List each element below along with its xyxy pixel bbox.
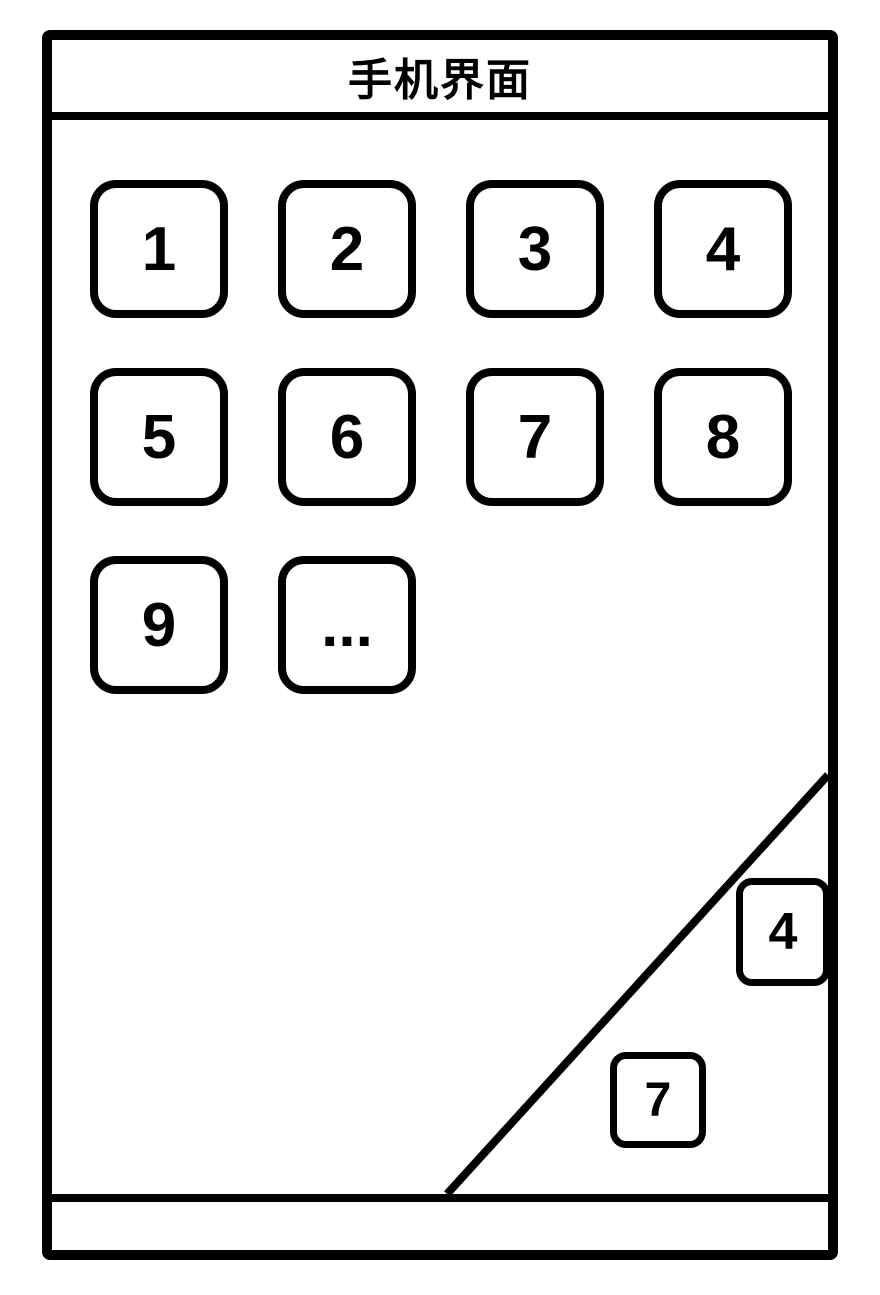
app-icon-9[interactable]: 9: [90, 556, 228, 694]
header-bar: 手机界面: [52, 40, 828, 120]
corner-app-icon-4[interactable]: 4: [736, 878, 830, 986]
app-icon-label: 7: [518, 402, 552, 473]
app-icon-label: 1: [142, 214, 176, 285]
app-icon-grid: 1 2 3 4 5 6 7 8 9 ...: [52, 155, 828, 719]
app-icon-2[interactable]: 2: [278, 180, 416, 318]
corner-app-icon-7[interactable]: 7: [610, 1052, 706, 1148]
app-icon-6[interactable]: 6: [278, 368, 416, 506]
app-icon-1[interactable]: 1: [90, 180, 228, 318]
phone-frame: 手机界面 1 2 3 4 5 6 7 8 9 ... 4 7: [42, 30, 838, 1260]
page-title: 手机界面: [348, 44, 532, 108]
app-icon-label: 5: [142, 402, 176, 473]
app-icon-4[interactable]: 4: [654, 180, 792, 318]
app-icon-label: 8: [706, 402, 740, 473]
app-icon-label: 3: [518, 214, 552, 285]
app-icon-more[interactable]: ...: [278, 556, 416, 694]
app-icon-3[interactable]: 3: [466, 180, 604, 318]
app-icon-7[interactable]: 7: [466, 368, 604, 506]
app-icon-label: ...: [321, 590, 373, 661]
corner-app-icon-label: 7: [645, 1073, 672, 1128]
app-icon-5[interactable]: 5: [90, 368, 228, 506]
bottom-bar: [52, 1194, 828, 1250]
corner-app-icon-label: 4: [769, 902, 798, 962]
app-icon-label: 4: [706, 214, 740, 285]
app-icon-label: 9: [142, 590, 176, 661]
app-icon-8[interactable]: 8: [654, 368, 792, 506]
app-icon-label: 2: [330, 214, 364, 285]
app-icon-label: 6: [330, 402, 364, 473]
